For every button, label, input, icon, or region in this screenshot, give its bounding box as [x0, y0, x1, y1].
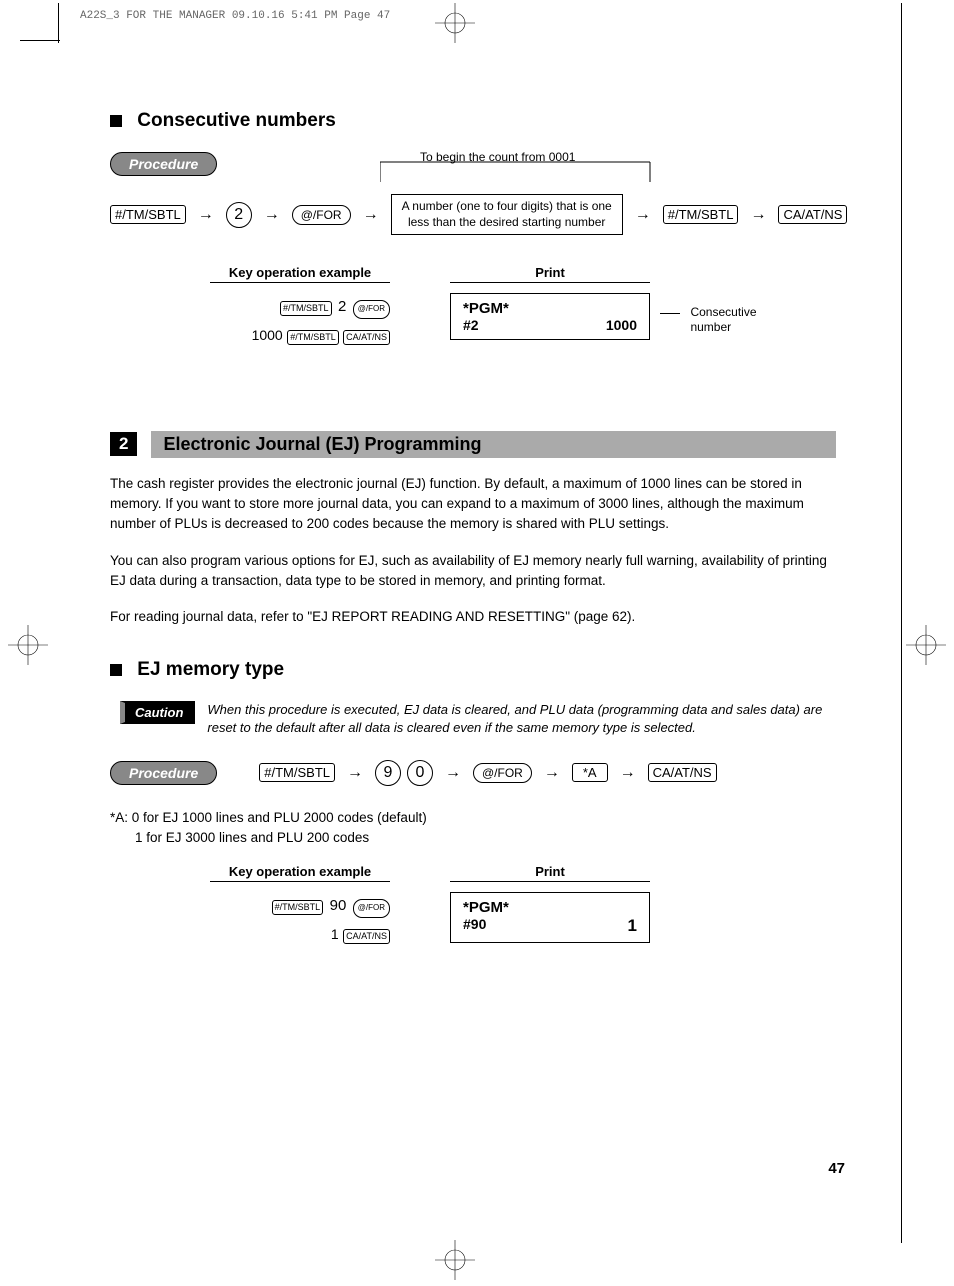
- procedure-pill: Procedure: [110, 152, 217, 176]
- key-tmsbtl: #/TM/SBTL: [663, 205, 739, 224]
- section3-title-text: EJ memory type: [137, 659, 284, 680]
- crop-mark-bottom: [435, 1240, 475, 1280]
- page-number: 47: [828, 1160, 845, 1177]
- print-val: 1000: [606, 317, 637, 333]
- key-atfor-sm: @/FOR: [353, 899, 390, 917]
- print-pgm2: *PGM*: [463, 899, 637, 916]
- print-annot: Consecutivenumber: [690, 305, 756, 334]
- print-code2: #90: [463, 916, 486, 936]
- crop-mark-top: [435, 3, 475, 43]
- key-tmsbtl: #/TM/SBTL: [259, 763, 335, 782]
- arrow-icon: →: [544, 764, 560, 782]
- desc-text: A number (one to four digits) that is on…: [402, 199, 612, 229]
- key-tmsbtl-sm: #/TM/SBTL: [272, 900, 324, 915]
- key-2: 2: [226, 202, 252, 228]
- note1: *A: 0 for EJ 1000 lines and PLU 2000 cod…: [110, 808, 845, 828]
- crop-mark-right: [906, 625, 946, 665]
- square-bullet-icon: [110, 115, 122, 127]
- arrow-icon: →: [635, 206, 651, 224]
- key-caatns-sm: CA/AT/NS: [343, 330, 390, 345]
- key-caatns: CA/AT/NS: [648, 763, 717, 782]
- crop-mark-left: [8, 625, 48, 665]
- key-atfor: @/FOR: [473, 763, 532, 783]
- example-header: Key operation example: [210, 265, 390, 283]
- para3: For reading journal data, refer to "EJ R…: [110, 607, 845, 627]
- section1-title-text: Consecutive numbers: [137, 110, 336, 131]
- square-bullet-icon: [110, 664, 122, 676]
- key-tmsbtl-sm: #/TM/SBTL: [280, 301, 332, 316]
- top-arrow-line: [380, 160, 680, 182]
- example-header2: Key operation example: [210, 864, 390, 882]
- arrow-icon: →: [363, 206, 379, 224]
- num-1000: 1000: [252, 327, 283, 343]
- arrow-icon: →: [264, 206, 280, 224]
- caution-label: Caution: [120, 701, 195, 724]
- para1: The cash register provides the electroni…: [110, 474, 845, 535]
- key-a: *A: [572, 763, 608, 782]
- crop-vline-left: [58, 3, 59, 43]
- key-9: 9: [375, 760, 401, 786]
- key-tmsbtl-sm: #/TM/SBTL: [287, 330, 339, 345]
- key-atfor-sm: @/FOR: [353, 300, 390, 318]
- print-header2: Print: [450, 864, 650, 882]
- key-caatns-sm: CA/AT/NS: [343, 929, 390, 944]
- print-header: Print: [450, 265, 650, 283]
- section-number: 2: [110, 432, 137, 456]
- page-header: A22S_3 FOR THE MANAGER 09.10.16 5:41 PM …: [80, 10, 390, 22]
- section3-title: EJ memory type: [110, 659, 845, 681]
- print-val2: 1: [628, 916, 637, 936]
- arrow-icon: →: [445, 764, 461, 782]
- num-1: 1: [331, 926, 339, 942]
- key-2-text: 2: [338, 298, 346, 315]
- para2: You can also program various options for…: [110, 551, 845, 592]
- key-tmsbtl: #/TM/SBTL: [110, 205, 186, 224]
- print-code: #2: [463, 317, 479, 333]
- crop-vline-right: [901, 3, 902, 1243]
- key-0: 0: [407, 760, 433, 786]
- arrow-icon: →: [198, 206, 214, 224]
- section1-title: Consecutive numbers: [110, 110, 845, 132]
- arrow-icon: →: [620, 764, 636, 782]
- section2-title: Electronic Journal (EJ) Programming: [151, 431, 836, 458]
- print-pgm: *PGM*: [463, 300, 637, 317]
- arrow-icon: →: [347, 764, 363, 782]
- note2: 1 for EJ 3000 lines and PLU 200 codes: [110, 828, 845, 848]
- crop-hline-left: [20, 40, 60, 41]
- procedure-pill: Procedure: [110, 761, 217, 785]
- annot-line: [660, 313, 680, 314]
- num-90: 90: [330, 897, 347, 914]
- key-atfor: @/FOR: [292, 205, 351, 225]
- arrow-icon: →: [750, 206, 766, 224]
- key-caatns: CA/AT/NS: [778, 205, 847, 224]
- desc-box: A number (one to four digits) that is on…: [391, 194, 623, 235]
- caution-text: When this procedure is executed, EJ data…: [207, 701, 845, 737]
